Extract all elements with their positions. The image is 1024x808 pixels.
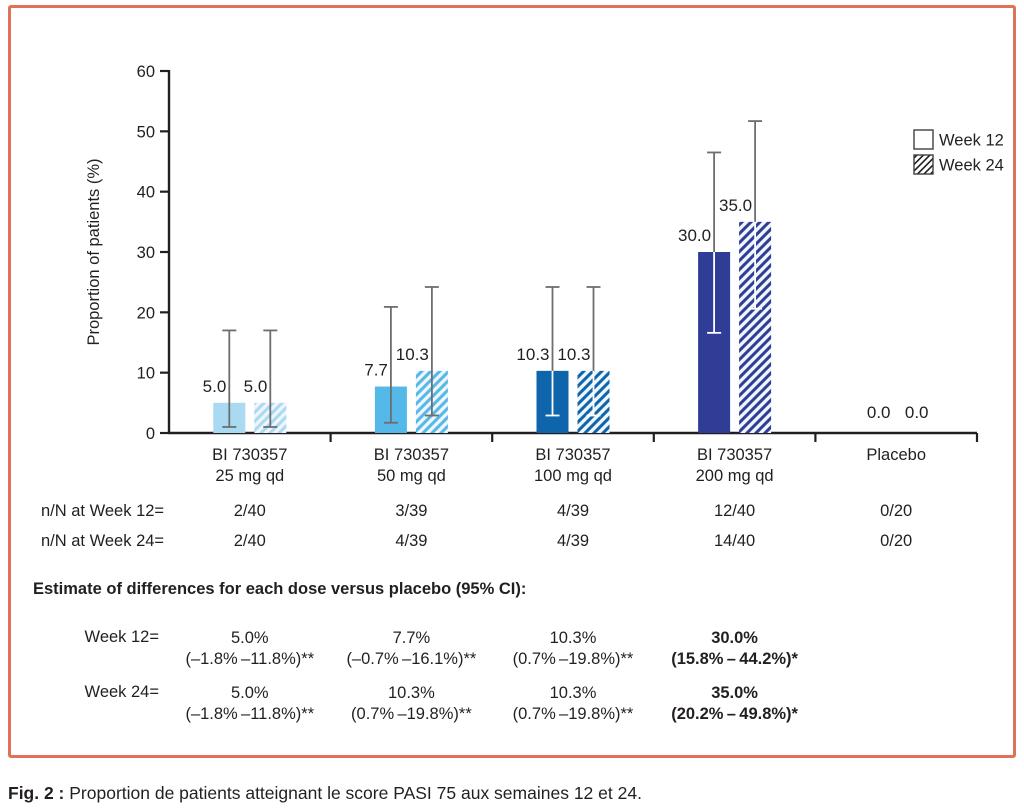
nn-value: 3/39 [395,502,428,520]
error-bar [586,286,601,417]
estimate-ci: (0.7% –19.8%)** [512,705,634,723]
error-bar [424,286,439,417]
bar-value-label: 35.0 [719,196,752,215]
estimates-week24-label: Week 24= [84,683,159,701]
caption-text: Proportion de patients atteignant le sco… [64,783,642,803]
x-category-label: BI 730357 [697,446,772,464]
estimate-ci: (15.8% – 44.2%)* [671,650,798,668]
error-bar [383,306,398,424]
y-tick-label: 60 [137,63,155,81]
error-bar [707,151,722,334]
estimate-cell: 10.3% (0.7% –19.8%)** [311,683,511,725]
estimate-pct: 7.7% [392,629,431,647]
legend-item: Week 24 [913,154,1004,175]
estimate-cell: 5.0% (–1.8% –11.8%)** [150,628,350,670]
x-category-label: BI 730357 [535,446,610,464]
x-category-label: 25 mg qd [215,467,284,485]
nn-value: 12/40 [713,502,756,520]
estimate-pct: 35.0% [711,684,758,702]
caption-label: Fig. 2 : [8,783,65,803]
x-category-label: BI 730357 [212,446,287,464]
legend-item: Week 12 [913,129,1004,150]
nn-value: 2/40 [233,502,266,520]
x-category-label: 100 mg qd [534,467,612,485]
figure-caption: Fig. 2 : Proportion de patients atteigna… [8,783,642,804]
estimate-cell: 5.0% (–1.8% –11.8%)** [150,683,350,725]
estimate-ci: (20.2% – 49.8%)* [671,705,798,723]
error-bar [748,120,763,310]
y-tick-label: 50 [137,123,155,141]
error-bar [263,329,278,428]
estimate-ci: (–1.8% –11.8%)** [185,650,315,668]
estimate-cell: 35.0% (20.2% – 49.8%)* [635,683,835,725]
y-axis-title: Proportion of patients (%) [85,158,103,345]
bar-value-label: 5.0 [244,377,268,396]
bar-value-label: 7.7 [364,361,388,380]
estimates-heading: Estimate of differences for each dose ve… [33,580,527,598]
estimates-week12-label: Week 12= [84,628,159,646]
estimate-pct: 10.3% [387,684,435,702]
y-tick-label: 30 [137,244,155,262]
error-bar [222,329,237,428]
y-tick-label: 10 [137,365,155,383]
bar-value-label: 0.0 [905,403,929,422]
nn-value: 4/39 [556,532,590,550]
estimate-ci: (0.7% –19.8%)** [512,650,634,668]
bar-chart: 0 10 20 30 40 50 60 Proportion of patients (%) 5… [85,63,1004,485]
legend-swatch-hatched [913,154,934,175]
nn-value: 4/39 [395,532,428,550]
nn-value: 2/40 [233,532,266,550]
y-tick-label: 20 [137,304,155,322]
estimate-pct: 30.0% [711,629,758,647]
nn-row24-label: n/N at Week 24= [41,532,165,550]
estimate-cell: 10.3% (0.7% –19.8%)** [473,628,673,670]
nn-value: 4/39 [556,502,590,520]
legend-label: Week 24 [939,157,1004,175]
estimate-ci: (–1.8% –11.8%)** [185,705,315,723]
estimate-pct: 5.0% [230,629,269,647]
bar-value-label: 10.3 [516,345,549,364]
axes [167,70,977,435]
y-tick-label: 0 [146,425,155,443]
bar-value-label: 10.3 [396,345,429,364]
estimate-pct: 10.3% [549,629,597,647]
x-category-label: 50 mg qd [377,467,446,485]
legend-swatch-solid-white [913,129,934,150]
bar-value-label: 10.3 [557,345,590,364]
estimate-ci: (0.7% –19.8%)** [351,705,472,723]
estimate-pct: 5.0% [230,684,269,702]
bar-value-label: 30.0 [678,226,711,245]
estimate-cell: 7.7% (–0.7% –16.1%)** [311,628,511,670]
legend-label: Week 12 [939,132,1004,150]
bar-value-label: 5.0 [203,377,227,396]
bar-value-label: 0.0 [867,403,891,422]
nn-value: 0/20 [880,532,913,550]
estimate-cell: 30.0% (15.8% – 44.2%)* [635,628,835,670]
x-category-label: BI 730357 [374,446,449,464]
x-category-label: 200 mg qd [696,467,774,485]
estimate-ci: (–0.7% –16.1%)** [346,650,477,668]
error-bar [545,286,560,417]
y-tick-label: 40 [137,184,155,202]
figure-border: 0 10 20 30 40 50 60 Proportion of patients (%) 5… [8,5,1016,758]
x-category-label: Placebo [866,446,926,464]
estimate-cell: 10.3% (0.7% –19.8%)** [473,683,673,725]
nn-row12-label: n/N at Week 12= [41,502,165,520]
nn-value: 14/40 [713,532,756,550]
estimate-pct: 10.3% [549,684,597,702]
nn-value: 0/20 [880,502,913,520]
